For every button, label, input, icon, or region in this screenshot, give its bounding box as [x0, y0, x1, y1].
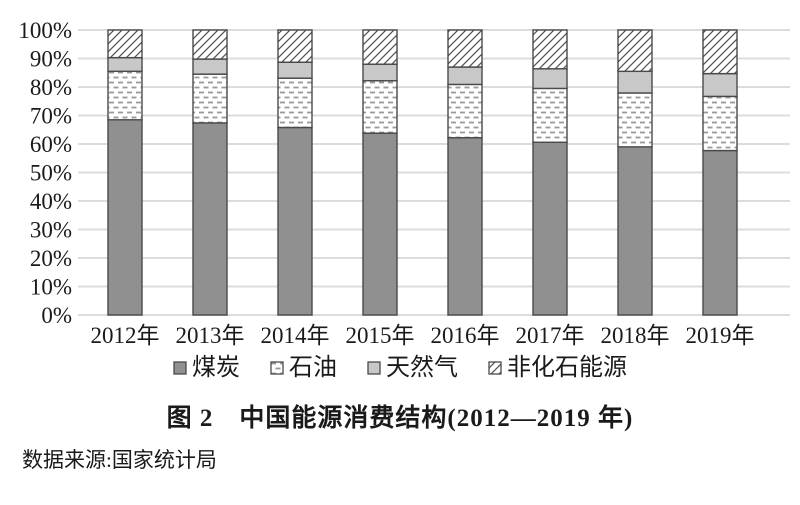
bar-segment-gas-2018年 [617, 70, 653, 94]
legend-item-oil: 石油 [270, 356, 337, 380]
legend-label-coal: 煤炭 [192, 355, 240, 381]
bar-segment-coal-2012年 [107, 119, 143, 316]
x-axis-labels: 2012年 2013年 2014年 2015年 2016年 2017年 2018年 2019年 [91, 323, 755, 348]
bar-segment-oil-2016年 [447, 83, 483, 139]
y-axis-labels: 100% 90% 80% 70% 60% 50% 40% 30% 20% 10% 0% [18, 18, 72, 328]
bar-segment-nonfossil-2012年 [107, 29, 143, 59]
y-axis-tick-label: 50% [30, 161, 72, 186]
bar-segment-gas-2015年 [362, 63, 398, 82]
bar-segment-coal-2016年 [447, 137, 483, 316]
bar-segment-coal-2019年 [702, 149, 738, 316]
bar-segment-oil-2018年 [617, 92, 653, 148]
legend-item-nonfossil: 非化石能源 [488, 356, 627, 380]
bar-segment-nonfossil-2014年 [277, 29, 313, 63]
legend-swatch-oil [270, 361, 284, 375]
legend-swatch-nonfossil [488, 361, 502, 375]
stacked-bar-chart: 100%90%80%70%60%50%40%30%20%10%0% 2012年 2… [18, 18, 790, 348]
x-axis-tick-label: 2016年 [431, 323, 500, 348]
bar-segment-gas-2012年 [107, 56, 143, 73]
bar-segment-coal-2017年 [532, 141, 568, 316]
legend-item-coal: 煤炭 [173, 356, 240, 380]
y-axis-tick-label: 40% [30, 189, 72, 214]
legend: 煤炭 石油 天然气 非化石能源 [0, 356, 800, 380]
bars [107, 29, 738, 316]
legend-label-nonfossil: 非化石能源 [507, 355, 627, 381]
y-axis-tick-label: 30% [30, 218, 72, 243]
y-axis-tick-label: 60% [30, 132, 72, 157]
x-axis-tick-label: 2018年 [601, 323, 670, 348]
bar-segment-gas-2017年 [532, 68, 568, 90]
bar-segment-coal-2014年 [277, 126, 313, 316]
legend-swatch-coal [173, 361, 187, 375]
x-axis-tick-label: 2014年 [261, 323, 330, 348]
bar-segment-gas-2013年 [192, 58, 228, 75]
bar-segment-nonfossil-2016年 [447, 29, 483, 68]
x-axis-tick-label: 2015年 [346, 323, 415, 348]
bar-segment-gas-2014年 [277, 61, 313, 79]
y-axis-tick-label: 70% [30, 104, 72, 129]
bar-segment-oil-2017年 [532, 87, 568, 143]
chart-title: 图 2 中国能源消费结构(2012—2019 年) [166, 405, 634, 432]
y-axis-tick-label: 20% [30, 246, 72, 271]
bar-segment-oil-2015年 [362, 80, 398, 134]
y-axis-tick-label: 80% [30, 75, 72, 100]
x-axis-tick-label: 2017年 [516, 323, 585, 348]
y-axis-tick-label: 90% [30, 47, 72, 72]
y-axis-tick-label: 100% [18, 18, 72, 43]
gridlines [78, 29, 790, 316]
bar-segment-oil-2014年 [277, 77, 313, 129]
bar-segment-nonfossil-2017年 [532, 29, 568, 70]
bar-segment-coal-2015年 [362, 132, 398, 316]
bar-segment-nonfossil-2015年 [362, 29, 398, 65]
bar-segment-oil-2019年 [702, 95, 738, 152]
x-axis-tick-label: 2012年 [91, 323, 160, 348]
bar-segment-gas-2019年 [702, 72, 738, 98]
bar-segment-nonfossil-2018年 [617, 29, 653, 73]
y-axis-tick-label: 0% [41, 303, 72, 328]
legend-label-oil: 石油 [289, 355, 337, 381]
bar-segment-nonfossil-2019年 [702, 29, 738, 75]
bar-segment-oil-2013年 [192, 73, 228, 124]
bar-segment-coal-2018年 [617, 146, 653, 316]
x-axis-tick-label: 2013年 [176, 323, 245, 348]
bar-segment-oil-2012年 [107, 70, 143, 121]
bar-segment-nonfossil-2013年 [192, 29, 228, 60]
y-axis-tick-label: 10% [30, 275, 72, 300]
legend-label-gas: 天然气 [386, 355, 458, 381]
bar-segment-coal-2013年 [192, 122, 228, 316]
bar-segment-gas-2016年 [447, 66, 483, 86]
legend-item-gas: 天然气 [367, 356, 458, 380]
legend-swatch-gas [367, 361, 381, 375]
x-axis-tick-label: 2019年 [686, 323, 755, 348]
data-source-note: 数据来源:国家统计局 [22, 448, 217, 472]
